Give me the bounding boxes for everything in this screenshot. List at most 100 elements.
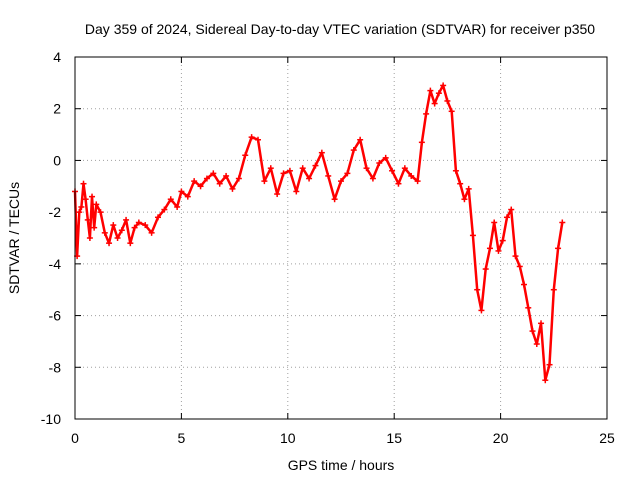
data-point: [267, 165, 274, 172]
x-axis-label: GPS time / hours: [288, 457, 395, 473]
data-point: [533, 341, 540, 348]
y-tick-label: 4: [53, 49, 61, 65]
y-tick-label: 0: [53, 152, 61, 168]
data-point: [444, 97, 451, 104]
data-point: [512, 253, 519, 260]
data-point: [435, 90, 442, 97]
data-point: [89, 193, 96, 200]
x-tick-label: 10: [280, 430, 296, 446]
y-tick-label: -2: [49, 204, 62, 220]
data-point: [408, 172, 415, 179]
data-point: [525, 304, 532, 311]
data-point: [491, 219, 498, 226]
data-points: [72, 82, 566, 384]
data-point: [131, 224, 138, 231]
data-point: [431, 100, 438, 107]
data-point: [555, 245, 562, 252]
data-point: [216, 180, 223, 187]
data-point: [299, 165, 306, 172]
axis-ticks: 0 5 10 15 20 25 -10 -8 -6 -4 -2 0 2 4: [41, 49, 615, 446]
data-point: [78, 203, 85, 210]
data-point: [495, 247, 502, 254]
y-tick-label: -8: [49, 359, 62, 375]
data-point: [97, 209, 104, 216]
data-point: [325, 172, 332, 179]
data-point: [101, 229, 108, 236]
grid-lines: [75, 57, 607, 419]
data-point: [474, 286, 481, 293]
data-point: [423, 110, 430, 117]
data-point: [521, 281, 528, 288]
data-point: [395, 180, 402, 187]
data-point: [255, 136, 262, 143]
data-point: [382, 154, 389, 161]
data-point: [448, 108, 455, 115]
data-point: [486, 245, 493, 252]
data-point: [350, 147, 357, 154]
data-point: [508, 206, 515, 213]
data-point: [418, 139, 425, 146]
data-point: [76, 209, 83, 216]
x-tick-label: 25: [599, 430, 615, 446]
data-point: [80, 180, 87, 187]
data-point: [389, 167, 396, 174]
data-point: [338, 178, 344, 185]
data-point: [376, 160, 383, 167]
data-point: [110, 222, 117, 229]
y-tick-label: 2: [53, 101, 61, 117]
y-axis-label: SDTVAR / TECUs: [6, 182, 22, 294]
data-point: [82, 196, 89, 203]
data-point: [331, 196, 338, 203]
data-point: [452, 167, 459, 174]
data-point: [461, 196, 468, 203]
data-point: [293, 188, 300, 195]
y-tick-label: -4: [49, 256, 62, 272]
data-point: [93, 201, 100, 208]
data-point: [529, 328, 536, 335]
data-point: [191, 178, 198, 185]
y-tick-label: -6: [49, 308, 62, 324]
chart-title: Day 359 of 2024, Sidereal Day-to-day VTE…: [85, 21, 595, 37]
data-point: [161, 206, 168, 213]
data-point: [248, 134, 255, 141]
data-point: [184, 193, 191, 200]
data-point: [516, 263, 523, 270]
x-tick-label: 20: [493, 430, 509, 446]
data-point: [197, 183, 204, 190]
data-point: [478, 307, 485, 314]
data-point: [503, 214, 510, 221]
y-tick-label: -10: [41, 411, 61, 427]
data-point: [427, 87, 434, 94]
data-point: [401, 165, 408, 172]
data-point: [86, 235, 93, 241]
data-point: [440, 82, 447, 89]
data-point: [174, 203, 181, 210]
data-point: [469, 232, 476, 239]
data-point: [306, 175, 313, 182]
data-point: [118, 227, 125, 234]
data-point: [280, 170, 287, 177]
data-point: [369, 175, 376, 182]
data-point: [223, 172, 230, 179]
data-point: [465, 185, 472, 192]
data-point: [178, 188, 185, 195]
data-point: [106, 240, 113, 247]
data-point: [542, 377, 549, 384]
data-point: [274, 191, 281, 198]
data-point: [363, 165, 370, 172]
plot-frame: [74, 56, 608, 420]
data-point: [84, 216, 91, 223]
data-point: [91, 224, 98, 231]
series-trace: [73, 84, 564, 382]
data-point: [261, 178, 268, 185]
data-point: [357, 136, 364, 143]
data-point: [242, 152, 249, 159]
data-point: [235, 175, 242, 182]
x-tick-label: 0: [71, 430, 79, 446]
data-point: [559, 219, 566, 226]
data-point: [344, 170, 351, 177]
data-point: [538, 320, 545, 327]
data-point: [135, 219, 142, 226]
data-point: [154, 214, 161, 221]
